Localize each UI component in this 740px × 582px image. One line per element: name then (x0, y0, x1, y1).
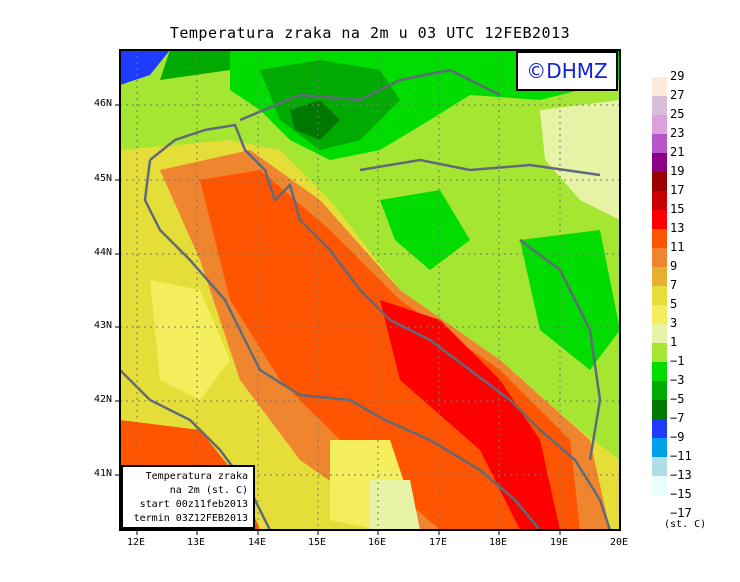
info-line: termin 03Z12FEB2013 (133, 513, 248, 524)
legend-label: 3 (670, 316, 678, 330)
legend-label: 17 (670, 183, 685, 197)
lon-tick-label: 12E (127, 537, 146, 548)
legend-swatch (652, 400, 667, 419)
legend-label: −15 (670, 487, 692, 501)
grid-lines (120, 50, 620, 530)
legend-swatch (652, 191, 667, 210)
lat-tick-label: 42N (94, 394, 113, 405)
legend-label: 29 (670, 69, 685, 83)
legend-swatch (652, 210, 667, 229)
lon-tick-label: 17E (429, 537, 448, 548)
lon-tick-label: 16E (368, 537, 387, 548)
lat-tick-label: 43N (94, 320, 113, 331)
map-title: Temperatura zraka na 2m u 03 UTC 12FEB20… (169, 24, 571, 42)
legend-swatch (652, 248, 667, 267)
legend-label: 5 (670, 297, 678, 311)
legend-label: −13 (670, 468, 692, 482)
legend-label: −9 (670, 430, 685, 444)
lon-tick-label: 18E (489, 537, 508, 548)
lat-tick-label: 44N (94, 247, 113, 258)
legend-swatch (652, 153, 667, 172)
legend-swatch (652, 476, 667, 495)
lon-tick-label: 20E (610, 537, 629, 548)
legend-swatch (652, 77, 667, 96)
legend-label: −5 (670, 392, 685, 406)
legend-label: −7 (670, 411, 685, 425)
legend-swatch (652, 457, 667, 476)
info-line: na 2m (st. C) (169, 485, 248, 496)
legend-swatch (652, 438, 667, 457)
lon-tick-label: 15E (308, 537, 327, 548)
legend-label: 13 (670, 221, 685, 235)
legend-swatch (652, 305, 667, 324)
legend-swatch (652, 419, 667, 438)
legend-label: 23 (670, 126, 685, 140)
legend-label: 1 (670, 335, 678, 349)
legend-swatch (652, 381, 667, 400)
legend-swatch (652, 267, 667, 286)
info-line: start 00z11feb2013 (139, 499, 248, 510)
legend-label: −17 (670, 506, 692, 520)
legend-swatch (652, 115, 667, 134)
info-line: Temperatura zraka (145, 471, 248, 482)
legend-label: 27 (670, 88, 685, 102)
legend-label: −11 (670, 449, 692, 463)
legend-swatch (652, 229, 667, 248)
legend-units: (st. C) (664, 519, 707, 530)
legend-swatch (652, 96, 667, 115)
legend-swatch (652, 362, 667, 381)
legend-label: −3 (670, 373, 685, 387)
info-box: Temperatura zraka na 2m (st. C) start 00… (121, 465, 255, 529)
legend-label: 11 (670, 240, 685, 254)
legend-label: 7 (670, 278, 678, 292)
lon-tick-label: 13E (187, 537, 206, 548)
lat-tick-label: 46N (94, 98, 113, 109)
lat-tick-label: 45N (94, 173, 113, 184)
legend-swatch (652, 324, 667, 343)
legend-label: 9 (670, 259, 678, 273)
map-frame (119, 49, 621, 531)
lon-tick-label: 19E (550, 537, 569, 548)
legend-swatch (652, 172, 667, 191)
legend-label: 19 (670, 164, 685, 178)
lat-tick-label: 41N (94, 468, 113, 479)
legend-label: 15 (670, 202, 685, 216)
legend-swatch (652, 134, 667, 153)
legend-label: −1 (670, 354, 685, 368)
coastline (120, 68, 612, 530)
legend-swatch (652, 343, 667, 362)
legend-swatch (652, 286, 667, 305)
lon-tick-label: 14E (248, 537, 267, 548)
dhmz-logo: ©DHMZ (516, 51, 618, 91)
legend-label: 25 (670, 107, 685, 121)
legend-label: 21 (670, 145, 685, 159)
